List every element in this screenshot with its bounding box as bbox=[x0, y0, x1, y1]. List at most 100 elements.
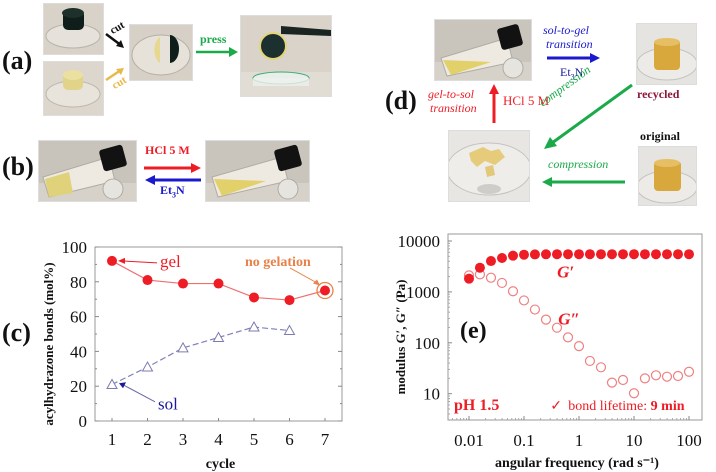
photo-dark-gel-disc bbox=[43, 3, 104, 55]
chart-c-ytick-label: 20 bbox=[70, 377, 87, 396]
et3n-sub: 3 bbox=[172, 190, 176, 200]
point-g-prime bbox=[551, 249, 562, 260]
point-g-double-prime bbox=[661, 371, 673, 382]
point-g-prime bbox=[464, 273, 474, 284]
point-g-double-prime bbox=[573, 341, 585, 352]
et3n-arrow-head bbox=[145, 175, 155, 185]
chart-e-ytick-label: 100 bbox=[415, 334, 441, 353]
d-vial-sol-icon bbox=[435, 24, 531, 80]
chart-e-ylabel: modulus G′, G″ (Pa) bbox=[393, 280, 408, 395]
sol-annotation-arrow bbox=[121, 383, 156, 403]
panel-e-label: (e) bbox=[460, 318, 487, 344]
healed-gel-tweezers-icon bbox=[241, 26, 331, 96]
photo-original-gel bbox=[638, 146, 697, 206]
point-g-double-prime bbox=[485, 272, 497, 283]
chart-c-xtick-label: 4 bbox=[214, 430, 223, 449]
point-g-prime bbox=[519, 249, 529, 260]
compression-diagonal-arrow bbox=[544, 83, 633, 149]
chart-e-xtick-label: 0.1 bbox=[513, 431, 534, 450]
photo-two-halves bbox=[129, 24, 193, 81]
panel-a-label: (a) bbox=[2, 46, 33, 75]
point-g-prime bbox=[673, 249, 684, 260]
point-g-prime bbox=[650, 249, 661, 260]
gel-to-sol-label-1: gel-to-sol bbox=[428, 87, 474, 101]
et3n-suffix: N bbox=[176, 183, 185, 197]
point-g-double-prime bbox=[496, 277, 508, 289]
bond-lifetime-value: 9 min bbox=[651, 399, 685, 414]
point-g-double-prime bbox=[650, 370, 662, 381]
ph-label: pH 1.5 bbox=[454, 397, 499, 414]
chart-c-ytick-label: 100 bbox=[62, 238, 88, 257]
point-g-prime bbox=[639, 249, 650, 260]
chart-e: 10 100 1000 10000 0.01 0.1 1 10 100 G′ G″ pH 1.5 ✓ b… bbox=[393, 232, 703, 471]
point-sol bbox=[283, 324, 296, 336]
chart-c-ytick-label: 80 bbox=[70, 273, 87, 292]
point-g-prime bbox=[629, 249, 639, 260]
point-gel bbox=[284, 295, 295, 306]
vial-sol-icon bbox=[206, 144, 309, 201]
compression-horizontal-arrow bbox=[542, 177, 625, 187]
sol-to-gel-label-1: sol-to-gel bbox=[543, 23, 589, 37]
chart-c-xtick-label: 7 bbox=[321, 430, 330, 449]
chart-c-xtick-label: 2 bbox=[143, 430, 152, 449]
panel-c-label: (c) bbox=[2, 318, 31, 347]
cut-arrows bbox=[105, 33, 124, 82]
crushed-gel-icon bbox=[449, 142, 529, 196]
point-gel bbox=[249, 292, 259, 303]
point-g-prime bbox=[540, 249, 551, 260]
point-sol bbox=[177, 341, 189, 353]
g-prime-label: G′ bbox=[557, 263, 574, 282]
original-gel-icon bbox=[639, 159, 696, 204]
point-g-prime bbox=[606, 249, 617, 260]
vial-gel-icon bbox=[39, 144, 136, 201]
gel-annotation-label: gel bbox=[160, 252, 181, 271]
sol-annotation-label: sol bbox=[158, 395, 178, 414]
photo-yellow-gel-disc bbox=[43, 61, 104, 116]
point-g-prime bbox=[684, 249, 694, 260]
point-g-double-prime bbox=[672, 370, 684, 382]
d-et3n-prefix: Et bbox=[560, 65, 571, 79]
point-gel bbox=[178, 278, 188, 289]
d-et3n-sub: 3 bbox=[570, 72, 575, 82]
point-g-prime bbox=[574, 249, 584, 260]
point-g-prime bbox=[563, 249, 574, 260]
g-double-prime-label: G″ bbox=[558, 309, 580, 328]
chart-c-ytick-label: 0 bbox=[79, 412, 88, 431]
chart-e-xtick-label: 10 bbox=[626, 431, 643, 450]
yellow-gel-disc-icon bbox=[45, 70, 101, 108]
two-halves-gel-icon bbox=[131, 34, 191, 76]
press-arrow bbox=[196, 47, 238, 57]
photo-healed-gel bbox=[240, 15, 332, 97]
point-g-prime bbox=[474, 262, 485, 273]
point-gel bbox=[320, 285, 330, 296]
chart-c: 0 20 40 60 80 100 1 2 3 4 5 6 7 gel sol no gelation cy… bbox=[41, 238, 343, 472]
no-gelation-arrow bbox=[289, 267, 319, 284]
cut-arrow-yellow-head bbox=[116, 68, 124, 75]
compression-horizontal-label: compression bbox=[548, 157, 609, 171]
no-gelation-label: no gelation bbox=[245, 255, 311, 270]
photo-vial-sol bbox=[205, 140, 310, 202]
photo-recycled-gel bbox=[636, 23, 697, 85]
gel-to-sol-label-2: transition bbox=[430, 101, 477, 115]
chart-e-ytick-label: 10 bbox=[423, 385, 440, 404]
bond-lifetime-label: bond lifetime: 9 min bbox=[568, 399, 684, 414]
et3n-prefix: Et bbox=[160, 183, 172, 197]
hcl-arrow-head bbox=[191, 163, 201, 173]
sol-to-gel-arrow bbox=[547, 53, 600, 63]
panel-b-label: (b) bbox=[2, 152, 34, 181]
point-gel bbox=[213, 278, 224, 289]
recycled-gel-icon bbox=[637, 38, 696, 81]
chart-e-xtick-label: 1 bbox=[575, 431, 584, 450]
photo-d-vial-sol bbox=[434, 19, 532, 81]
check-icon: ✓ bbox=[550, 399, 562, 414]
point-g-double-prime bbox=[595, 362, 607, 373]
point-sol bbox=[212, 331, 225, 342]
point-g-prime bbox=[508, 250, 519, 261]
no-gelation-arrowhead bbox=[313, 279, 320, 286]
point-g-double-prime bbox=[584, 355, 596, 367]
chart-e-xtick-label: 0.01 bbox=[454, 431, 484, 450]
point-g-prime bbox=[584, 249, 595, 260]
chart-e-ytick-label: 10000 bbox=[398, 232, 441, 251]
chart-e-xtick-label: 100 bbox=[676, 431, 702, 450]
chart-c-xtick-label: 1 bbox=[108, 430, 117, 449]
